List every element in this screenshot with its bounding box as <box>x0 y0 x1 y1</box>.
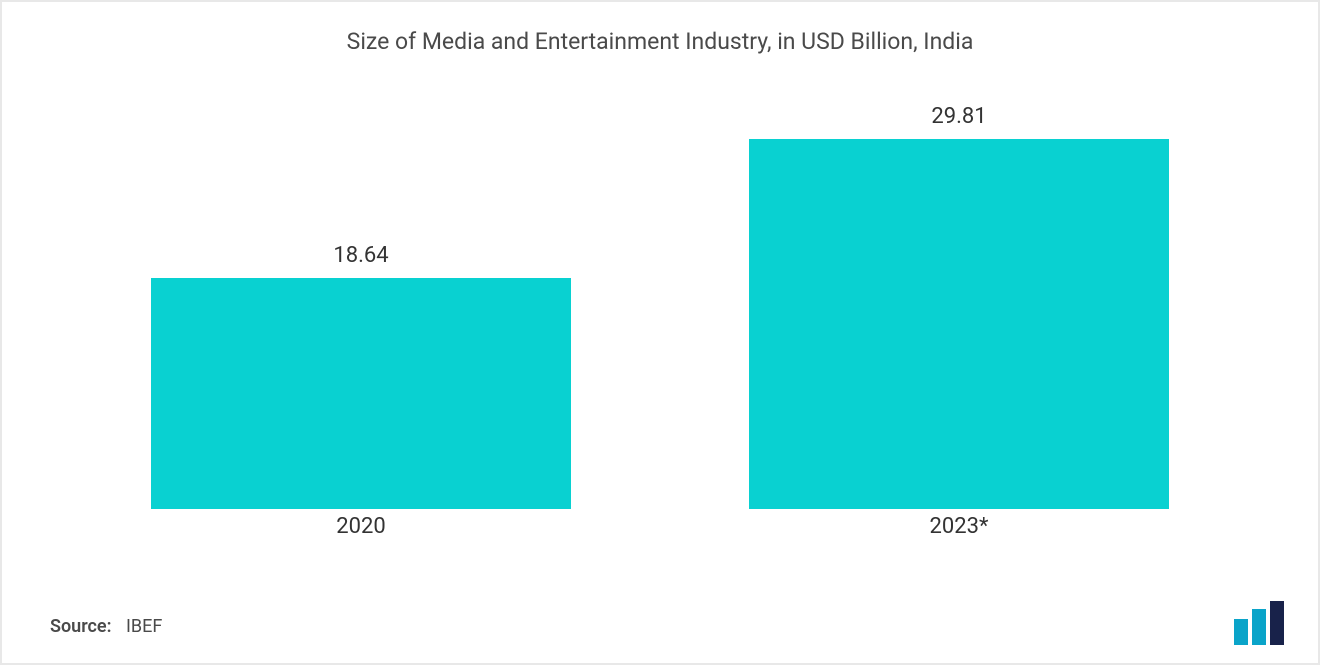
source-label: Source: <box>50 616 112 637</box>
x-label-2020: 2020 <box>151 514 571 539</box>
source-line: Source: IBEF <box>50 616 162 637</box>
bar-value-label-2020: 18.64 <box>333 243 388 268</box>
bar-2023 <box>749 139 1169 509</box>
chart-title: Size of Media and Entertainment Industry… <box>2 2 1318 55</box>
chart-plot-area: 18.64 29.81 <box>62 137 1258 509</box>
logo-bar-1 <box>1234 619 1248 645</box>
x-label-2023: 2023* <box>749 514 1169 539</box>
logo-bar-3 <box>1270 601 1284 645</box>
bar-2020 <box>151 278 571 509</box>
bar-group-2020: 18.64 <box>151 243 571 509</box>
x-axis-labels: 2020 2023* <box>62 514 1258 539</box>
source-value: IBEF <box>126 616 162 637</box>
logo-bar-2 <box>1252 609 1266 645</box>
bar-group-2023: 29.81 <box>749 104 1169 509</box>
bar-value-label-2023: 29.81 <box>931 104 986 129</box>
brand-logo-icon <box>1234 601 1294 645</box>
